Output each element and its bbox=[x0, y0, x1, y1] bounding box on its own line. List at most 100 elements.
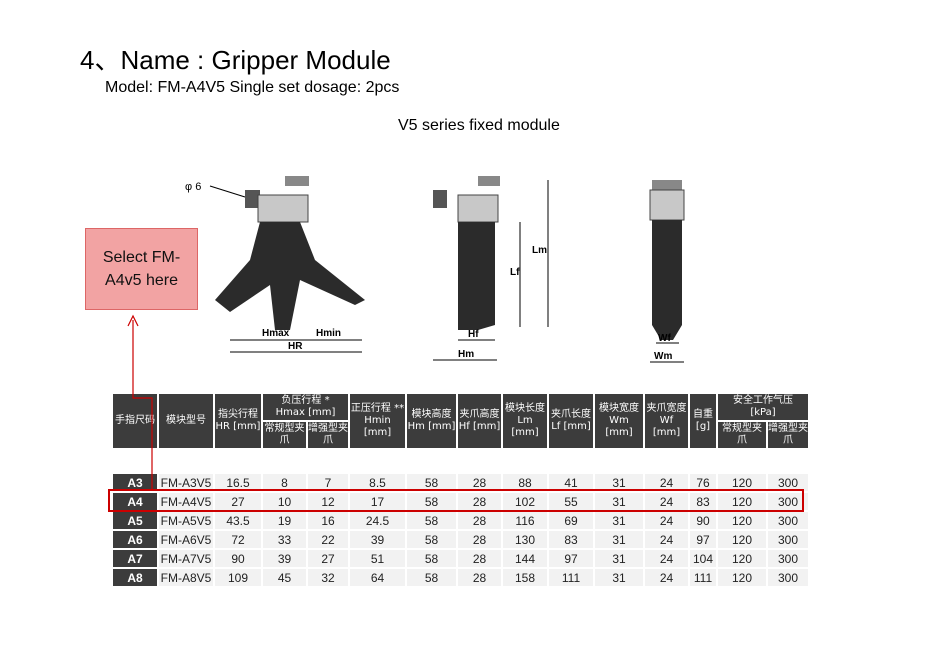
table-cell: 28 bbox=[458, 512, 501, 529]
wm-label: Wm bbox=[654, 351, 672, 362]
header-hm: 模块高度 Hm [mm] bbox=[407, 394, 456, 448]
table-cell: 31 bbox=[595, 531, 643, 548]
table-cell: 31 bbox=[595, 550, 643, 567]
table-cell: 31 bbox=[595, 493, 643, 510]
table-cell: 22 bbox=[308, 531, 348, 548]
table-cell: 28 bbox=[458, 550, 501, 567]
table-cell: 51 bbox=[350, 550, 405, 567]
table-cell: 27 bbox=[215, 493, 261, 510]
size-code-cell: A6 bbox=[113, 531, 157, 548]
table-cell: 97 bbox=[690, 531, 716, 548]
table-cell: 39 bbox=[350, 531, 405, 548]
table-cell: FM-A6V5 bbox=[159, 531, 213, 548]
table-cell: 300 bbox=[768, 550, 808, 567]
table-cell: 104 bbox=[690, 550, 716, 567]
open-gripper-diagram: φ 6 Hmax Hmin HR bbox=[185, 176, 365, 353]
table-cell: 109 bbox=[215, 569, 261, 586]
table-cell: 111 bbox=[690, 569, 716, 586]
model-line: Model: FM-A4V5 Single set dosage: 2pcs bbox=[105, 79, 400, 96]
header-hf: 夹爪高度 Hf [mm] bbox=[458, 394, 501, 448]
table-cell: 28 bbox=[458, 569, 501, 586]
table-cell: 120 bbox=[718, 569, 766, 586]
hmin-label: Hmin bbox=[316, 328, 341, 339]
table-cell: 58 bbox=[407, 531, 456, 548]
table-row: A8 FM-A8V5 109 45 32 64 58 28 158 111 31 24 111 120 30… bbox=[113, 569, 808, 586]
table-cell: 83 bbox=[549, 531, 593, 548]
table-cell: 120 bbox=[718, 531, 766, 548]
header-wf: 夹爪宽度 Wf [mm] bbox=[645, 394, 688, 448]
table-cell: 88 bbox=[503, 474, 547, 491]
table-cell: 24 bbox=[645, 474, 688, 491]
table-cell: 97 bbox=[549, 550, 593, 567]
front-view-diagram: Wf Wm bbox=[649, 180, 685, 363]
size-code-cell: A8 bbox=[113, 569, 157, 586]
table-cell: 33 bbox=[263, 531, 306, 548]
header-weight: 自重 [g] bbox=[690, 394, 716, 448]
hm-label: Hm bbox=[458, 349, 474, 360]
header-size: 手指尺码 bbox=[113, 394, 157, 448]
table-cell: 24 bbox=[645, 569, 688, 586]
phi-label: φ 6 bbox=[185, 181, 201, 193]
lf-label: Lf bbox=[510, 267, 520, 278]
table-cell: FM-A4V5 bbox=[159, 493, 213, 510]
table-row: A5 FM-A5V5 43.5 19 16 24.5 58 28 116 69 31 24 90 120 3… bbox=[113, 512, 808, 529]
header-lf: 夹爪长度 Lf [mm] bbox=[549, 394, 593, 448]
size-code-cell: A3 bbox=[113, 474, 157, 491]
table-cell: 12 bbox=[308, 493, 348, 510]
table-cell: 7 bbox=[308, 474, 348, 491]
hf-label: Hf bbox=[468, 329, 479, 340]
header-hmax-strong: 增强型夹爪 bbox=[308, 422, 348, 448]
table-cell: 300 bbox=[768, 512, 808, 529]
table-cell: 19 bbox=[263, 512, 306, 529]
size-code-cell: A7 bbox=[113, 550, 157, 567]
size-code-cell: A5 bbox=[113, 512, 157, 529]
table-cell: 72 bbox=[215, 531, 261, 548]
header-hr: 指尖行程 HR [mm] bbox=[215, 394, 261, 448]
table-cell: 120 bbox=[718, 493, 766, 510]
table-cell: 24 bbox=[645, 512, 688, 529]
table-cell: 28 bbox=[458, 531, 501, 548]
spec-table: 手指尺码 模块型号 指尖行程 HR [mm] 负压行程 * Hmax [mm] 正压… bbox=[111, 392, 810, 588]
header-wm: 模块宽度 Wm [mm] bbox=[595, 394, 643, 448]
table-row: A3 FM-A3V5 16.5 8 7 8.5 58 28 88 41 31 24 76 120 300 bbox=[113, 474, 808, 491]
table-cell: 76 bbox=[690, 474, 716, 491]
table-cell: 158 bbox=[503, 569, 547, 586]
hmax-label: Hmax bbox=[262, 328, 290, 339]
table-cell: 43.5 bbox=[215, 512, 261, 529]
table-cell: 58 bbox=[407, 474, 456, 491]
table-cell: 31 bbox=[595, 569, 643, 586]
table-cell: 28 bbox=[458, 474, 501, 491]
table-cell: 55 bbox=[549, 493, 593, 510]
table-cell: 300 bbox=[768, 474, 808, 491]
table-cell: 8.5 bbox=[350, 474, 405, 491]
table-cell: 90 bbox=[215, 550, 261, 567]
table-cell: 24.5 bbox=[350, 512, 405, 529]
table-cell: 31 bbox=[595, 474, 643, 491]
select-callout: Select FM-A4v5 here bbox=[85, 228, 198, 310]
table-cell: 31 bbox=[595, 512, 643, 529]
table-cell: 102 bbox=[503, 493, 547, 510]
series-label: V5 series fixed module bbox=[398, 117, 560, 134]
table-cell: 144 bbox=[503, 550, 547, 567]
table-cell: 120 bbox=[718, 512, 766, 529]
table-cell: 300 bbox=[768, 531, 808, 548]
header-hmax-normal: 常规型夹爪 bbox=[263, 422, 306, 448]
table-cell: 39 bbox=[263, 550, 306, 567]
gripper-diagrams: φ 6 Hmax Hmin HR Lm Lf Hf Hm Wf Wm bbox=[185, 176, 685, 363]
table-cell: 69 bbox=[549, 512, 593, 529]
table-cell: FM-A7V5 bbox=[159, 550, 213, 567]
table-cell: 16 bbox=[308, 512, 348, 529]
table-cell: 90 bbox=[690, 512, 716, 529]
table-cell: 17 bbox=[350, 493, 405, 510]
table-cell: 120 bbox=[718, 550, 766, 567]
table-cell: 120 bbox=[718, 474, 766, 491]
table-cell: 58 bbox=[407, 493, 456, 510]
table-cell: 27 bbox=[308, 550, 348, 567]
table-row: A6 FM-A6V5 72 33 22 39 58 28 130 83 31 24 97 120 300 bbox=[113, 531, 808, 548]
table-cell: 300 bbox=[768, 493, 808, 510]
table-cell: FM-A8V5 bbox=[159, 569, 213, 586]
table-cell: 130 bbox=[503, 531, 547, 548]
wf-label: Wf bbox=[658, 333, 671, 344]
table-cell: 24 bbox=[645, 550, 688, 567]
lm-label: Lm bbox=[532, 245, 547, 256]
